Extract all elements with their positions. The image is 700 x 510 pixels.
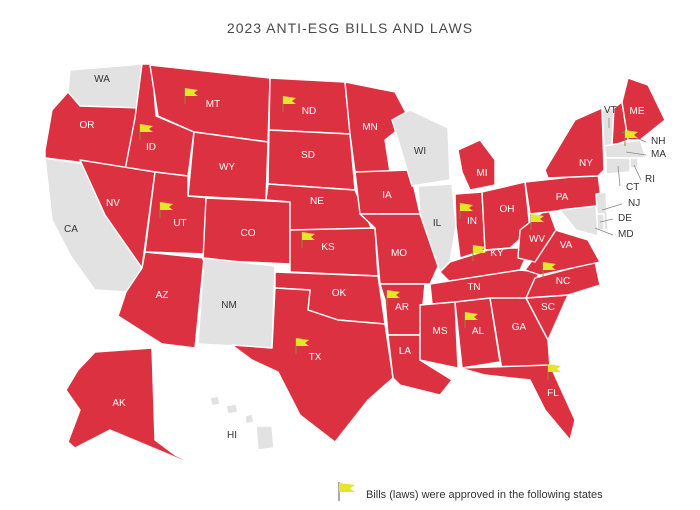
state-label-mo: MO	[391, 248, 407, 259]
flag-icon-nd	[282, 96, 296, 112]
flag-icon-nc	[542, 262, 556, 278]
state-hi	[209, 395, 275, 451]
leader-line-md	[594, 227, 614, 236]
leader-line-ct	[617, 165, 621, 187]
state-label-nm: NM	[221, 300, 237, 311]
flag-icon-wv	[530, 214, 544, 230]
flag-icon-fl	[547, 364, 561, 380]
state-label-sd: SD	[301, 150, 315, 161]
state-ms	[419, 301, 459, 369]
state-label-ky: KY	[490, 248, 504, 259]
state-tx	[231, 287, 394, 443]
flag-icon-ar	[386, 290, 400, 306]
state-label-nh: NH	[651, 136, 665, 147]
state-ak	[65, 347, 206, 471]
state-label-tn: TN	[467, 282, 480, 293]
flag-icon	[338, 482, 355, 501]
state-label-wa: WA	[94, 74, 110, 85]
state-label-oh: OH	[500, 204, 515, 215]
state-label-ks: KS	[321, 242, 335, 253]
state-label-nv: NV	[106, 198, 120, 209]
state-label-ms: MS	[433, 326, 448, 337]
state-label-wv: WV	[529, 234, 545, 245]
flag-icon-ky	[472, 245, 486, 261]
state-label-nc: NC	[556, 276, 570, 287]
state-label-co: CO	[241, 228, 256, 239]
state-label-ak: AK	[112, 398, 126, 409]
state-label-va: VA	[560, 240, 573, 251]
state-label-me: ME	[630, 106, 645, 117]
state-wa	[67, 63, 143, 109]
us-map: WA OR CA ID NV MT WY UT AZ CO NM ND SD NE KS OK TX MN IA MO…	[44, 63, 666, 471]
state-label-ri: RI	[645, 174, 655, 185]
state-me	[621, 77, 666, 141]
flag-icon-id	[139, 124, 153, 140]
state-label-sc: SC	[541, 302, 555, 313]
state-label-ia: IA	[382, 190, 392, 201]
state-label-mi: MI	[476, 168, 487, 179]
leader-line-de	[599, 218, 614, 223]
state-label-de: DE	[618, 213, 632, 224]
flag-icon-al	[464, 312, 478, 328]
state-fl	[459, 364, 576, 441]
state-nc	[525, 261, 601, 299]
state-label-ma: MA	[651, 149, 666, 160]
state-label-fl: FL	[547, 388, 559, 399]
flag-icon-tx	[295, 338, 309, 354]
state-mi	[457, 139, 496, 191]
state-ny	[544, 107, 605, 179]
leader-line-ma	[625, 151, 647, 156]
state-label-mt: MT	[206, 99, 220, 110]
state-label-wy: WY	[219, 162, 235, 173]
map-title: 2023 ANTI-ESG BILLS AND LAWS	[226, 20, 474, 36]
legend: Bills (laws) were approved in the follow…	[336, 480, 603, 502]
state-label-pa: PA	[556, 192, 569, 203]
state-label-or: OR	[80, 120, 95, 131]
state-label-ca: CA	[64, 224, 78, 235]
state-label-il: IL	[433, 218, 442, 229]
state-md	[559, 205, 599, 237]
state-label-az: AZ	[156, 290, 169, 301]
state-label-wi: WI	[414, 146, 426, 157]
flag-icon-mt	[184, 88, 198, 104]
state-label-ny: NY	[579, 158, 593, 169]
state-label-id: ID	[146, 142, 156, 153]
state-wi	[391, 109, 451, 187]
state-label-ut: UT	[173, 218, 186, 229]
leader-line-ri	[633, 164, 642, 181]
state-ri	[629, 157, 639, 169]
state-label-nj: NJ	[628, 198, 640, 209]
leader-line-nj	[601, 203, 623, 211]
states-layer	[44, 63, 666, 471]
flag-icon-in	[459, 203, 473, 219]
state-label-hi: HI	[227, 430, 237, 441]
state-label-al: AL	[472, 326, 485, 337]
state-label-ga: GA	[512, 322, 527, 333]
state-label-ct: CT	[626, 182, 639, 193]
legend-text: Bills (laws) were approved in the follow…	[366, 489, 603, 501]
state-labels: WA OR CA ID NV MT WY UT AZ CO NM ND SD NE KS OK TX MN IA MO…	[64, 74, 666, 441]
state-label-in: IN	[467, 216, 477, 227]
state-label-md: MD	[618, 229, 634, 240]
flag-icon-nh	[624, 130, 638, 146]
law-flags	[139, 88, 638, 380]
flag-icon-ut	[159, 202, 173, 218]
state-label-nd: ND	[302, 106, 316, 117]
state-label-ne: NE	[310, 196, 324, 207]
state-mn	[344, 81, 411, 173]
state-label-tx: TX	[309, 352, 322, 363]
state-label-mn: MN	[362, 122, 378, 133]
flag-icon-ks	[301, 232, 315, 248]
state-label-ok: OK	[332, 288, 347, 299]
state-label-ar: AR	[395, 302, 409, 313]
state-label-la: LA	[399, 346, 412, 357]
state-label-vt: VT	[604, 105, 617, 116]
